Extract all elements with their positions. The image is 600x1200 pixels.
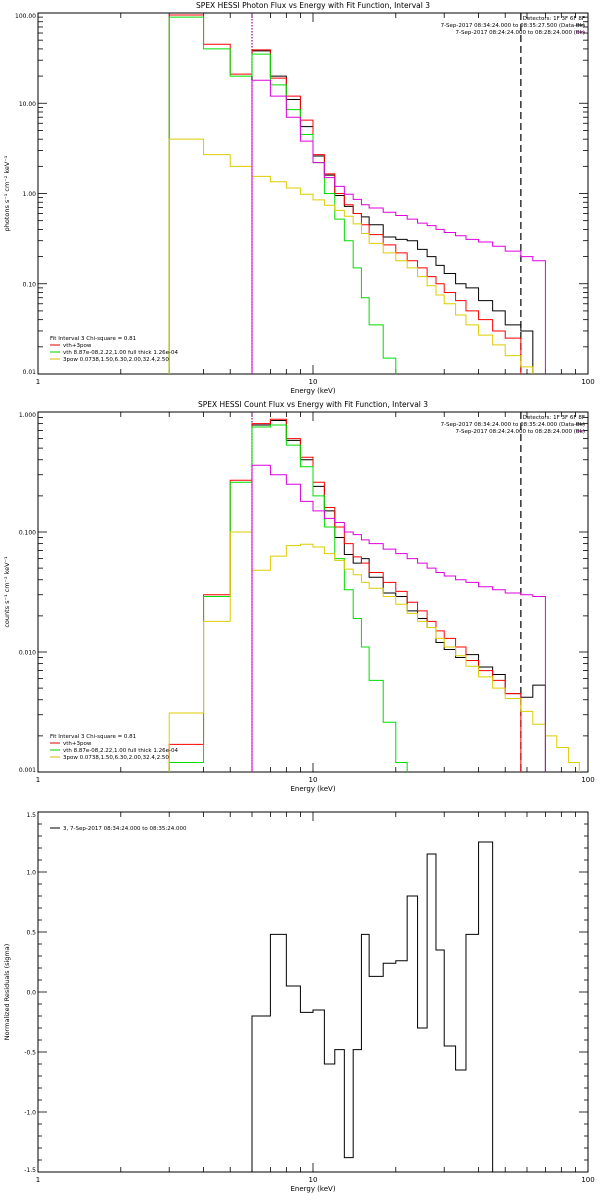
info-text: 7-Sep-2017 08:34:24.000 to 08:35:24.000 …: [441, 422, 585, 428]
legend-entry: vth 8.87e-08,2.22,1.00 full thick 1.26e-…: [63, 350, 178, 356]
legend-entry: 3, 7-Sep-2017 08:34:24.000 to 08:35:24.0…: [63, 826, 187, 832]
y-tick-label: 0.010: [19, 650, 36, 657]
y-tick-label: -1.0: [24, 1110, 36, 1117]
data-area: [168, 14, 546, 374]
y-tick-label: 1.0: [26, 870, 36, 877]
chart-2: [37, 411, 589, 773]
legend-entry: vth+3pow: [63, 741, 92, 747]
x-tick-label: 10: [309, 1176, 318, 1184]
y-axis-label: Normalized Residuals (sigma): [3, 944, 11, 1041]
x-tick-label: 10: [309, 776, 318, 784]
info-text: Detectors: 1F 3F 6F 8F: [523, 16, 585, 22]
x-axis-label: Energy (keV): [290, 785, 335, 793]
data-area: [168, 418, 580, 772]
y-tick-label: -1.5: [24, 1167, 36, 1174]
fit-header: Fit Interval 3 Chi-square = 0.81: [50, 336, 136, 342]
series-line: [251, 50, 534, 374]
data-area: [251, 841, 494, 1172]
series-line: [168, 16, 397, 374]
info-text: Detectors: 1F 3F 6F 8F: [523, 415, 585, 421]
legend-entry: 3pow 0.0738,1.50,6.30,2.00,32.4,2.50: [63, 357, 169, 363]
x-tick-label: 1: [36, 1176, 40, 1184]
y-tick-label: 0.10: [23, 281, 37, 288]
series-line: [168, 418, 522, 772]
chart-title: SPEX HESSI Photon Flux vs Energy with Fi…: [196, 1, 430, 10]
x-tick-label: 1: [36, 378, 40, 386]
y-axis-label: photons s⁻¹ cm⁻² keV⁻¹: [3, 155, 11, 231]
info-text: 7-Sep-2017 08:34:24.000 to 08:35:27.500 …: [441, 23, 585, 29]
y-tick-label: 0.5: [26, 930, 36, 937]
chart-1: [37, 12, 589, 375]
x-axis-label: Energy (keV): [290, 1185, 335, 1193]
series-line: [251, 419, 546, 772]
x-tick-label: 100: [581, 378, 594, 386]
y-tick-label: 0.100: [19, 530, 36, 537]
series-line: [168, 138, 534, 374]
x-tick-label: 1: [36, 776, 40, 784]
chart-title: SPEX HESSI Count Flux vs Energy with Fit…: [198, 400, 428, 409]
series-line: [168, 424, 408, 772]
y-tick-label: 100.00: [15, 13, 36, 20]
y-tick-label: 0.001: [19, 767, 36, 774]
info-text: 7-Sep-2017 08:24:24.000 to 08:28:24.000 …: [456, 30, 586, 36]
info-text: 7-Sep-2017 08:24:24.000 to 08:28:24.000 …: [456, 429, 586, 435]
legend-entry: vth+3pow: [63, 343, 92, 349]
plot-frame: [37, 811, 589, 1173]
y-tick-label: 0.0: [26, 990, 36, 997]
series-line: [168, 14, 522, 374]
y-tick-label: 1.000: [19, 412, 36, 419]
x-axis-label: Energy (keV): [290, 387, 335, 395]
series-line: [251, 841, 494, 1172]
series-line: [168, 531, 580, 772]
series-line: [251, 79, 546, 374]
x-tick-label: 100: [581, 1176, 594, 1184]
y-tick-label: 1.5: [26, 812, 36, 819]
chart-3: [37, 811, 589, 1173]
y-tick-label: 1.00: [23, 191, 37, 198]
series-line: [251, 464, 546, 772]
y-axis-label: counts s⁻¹ cm⁻² keV⁻¹: [3, 556, 11, 628]
legend-entry: vth 8.87e-08,2.22,1.00 full thick 1.26e-…: [63, 748, 178, 754]
fit-header: Fit Interval 3 Chi-square = 0.81: [50, 734, 136, 740]
y-tick-label: 10.00: [19, 101, 36, 108]
legend-entry: 3pow 0.0738,1.50,6.30,2.00,32.4,2.50: [63, 755, 169, 761]
x-tick-label: 100: [581, 776, 594, 784]
y-tick-label: 0.01: [23, 369, 37, 376]
y-tick-label: -0.5: [24, 1050, 36, 1057]
x-tick-label: 10: [309, 378, 318, 386]
